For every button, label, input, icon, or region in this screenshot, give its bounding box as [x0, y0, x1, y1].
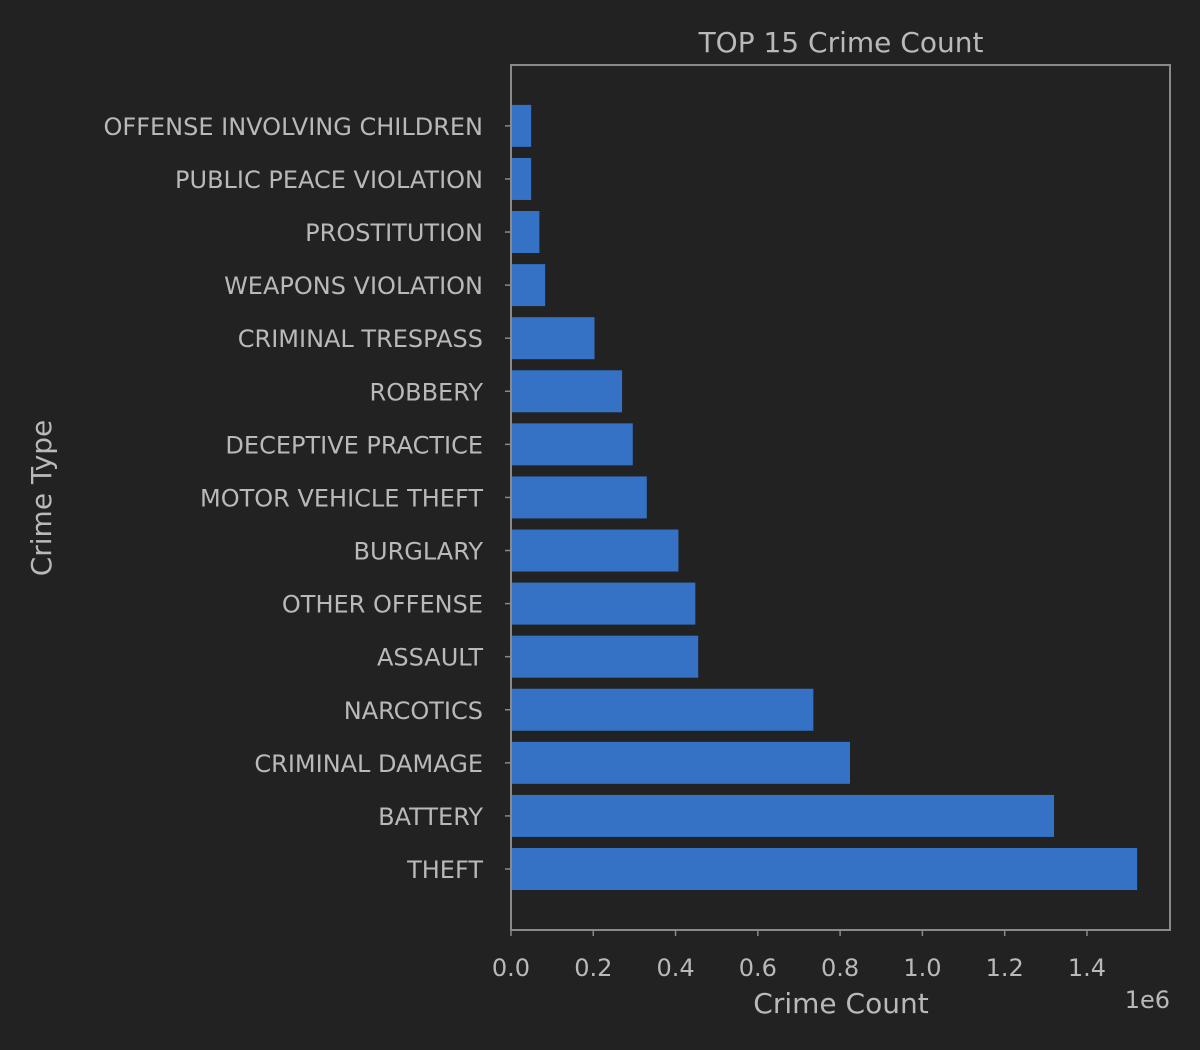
- x-tick-label: 1.4: [1068, 954, 1106, 982]
- y-tick-label: ROBBERY: [370, 378, 484, 406]
- bar-prostitution: [512, 211, 540, 254]
- bar-burglary: [512, 529, 679, 572]
- bar-deceptive-practice: [512, 423, 633, 466]
- y-tick-label: MOTOR VEHICLE THEFT: [200, 484, 483, 512]
- y-tick-label: DECEPTIVE PRACTICE: [225, 431, 483, 459]
- bar-criminal-trespass: [512, 317, 595, 360]
- bar-public-peace-violation: [512, 157, 532, 200]
- y-tick-label: PROSTITUTION: [305, 219, 483, 247]
- y-tick-label: BATTERY: [378, 803, 483, 831]
- x-tick-labels-group: 0.0 0.2 0.4 0.6 0.8 1.0 1.2 1.4: [492, 930, 1106, 982]
- bar-narcotics: [512, 688, 814, 731]
- bar-motor-vehicle-theft: [512, 476, 647, 519]
- y-tick-label: WEAPONS VIOLATION: [224, 272, 483, 300]
- bar-robbery: [512, 370, 623, 413]
- x-tick-label: 0.4: [656, 954, 694, 982]
- y-tick-label: NARCOTICS: [344, 697, 483, 725]
- y-tick-label: CRIMINAL TRESPASS: [238, 325, 483, 353]
- bars-group: [512, 104, 1138, 890]
- bar-offense-involving-children: [512, 104, 532, 147]
- x-tick-label: 1.2: [986, 954, 1024, 982]
- y-tick-label: ASSAULT: [377, 644, 483, 672]
- y-tick-label: OTHER OFFENSE: [282, 591, 483, 619]
- x-axis-title: Crime Count: [753, 987, 928, 1020]
- y-axis-title: Crime Type: [25, 420, 58, 577]
- bar-other-offense: [512, 582, 696, 625]
- y-tick-label: CRIMINAL DAMAGE: [254, 750, 483, 778]
- bar-battery: [512, 794, 1055, 837]
- bar-theft: [512, 848, 1138, 890]
- y-tick-label: BURGLARY: [354, 538, 484, 566]
- x-tick-label: 0.2: [574, 954, 612, 982]
- bar-assault: [512, 635, 699, 678]
- y-tick-label: OFFENSE INVOLVING CHILDREN: [104, 113, 484, 141]
- bar-criminal-damage: [512, 741, 850, 784]
- x-tick-label: 0.8: [821, 954, 859, 982]
- x-tick-label: 0.0: [492, 954, 530, 982]
- y-tick-label: THEFT: [406, 856, 483, 884]
- x-tick-label: 0.6: [739, 954, 777, 982]
- y-tick-labels-group: THEFT BATTERY CRIMINAL DAMAGE NARCOTICS ASSA…: [104, 113, 511, 884]
- chart-title: TOP 15 Crime Count: [698, 26, 984, 59]
- x-axis-offset-label: 1e6: [1125, 986, 1170, 1014]
- x-tick-label: 1.0: [903, 954, 941, 982]
- bar-weapons-violation: [512, 264, 546, 307]
- y-tick-label: PUBLIC PEACE VIOLATION: [175, 166, 483, 194]
